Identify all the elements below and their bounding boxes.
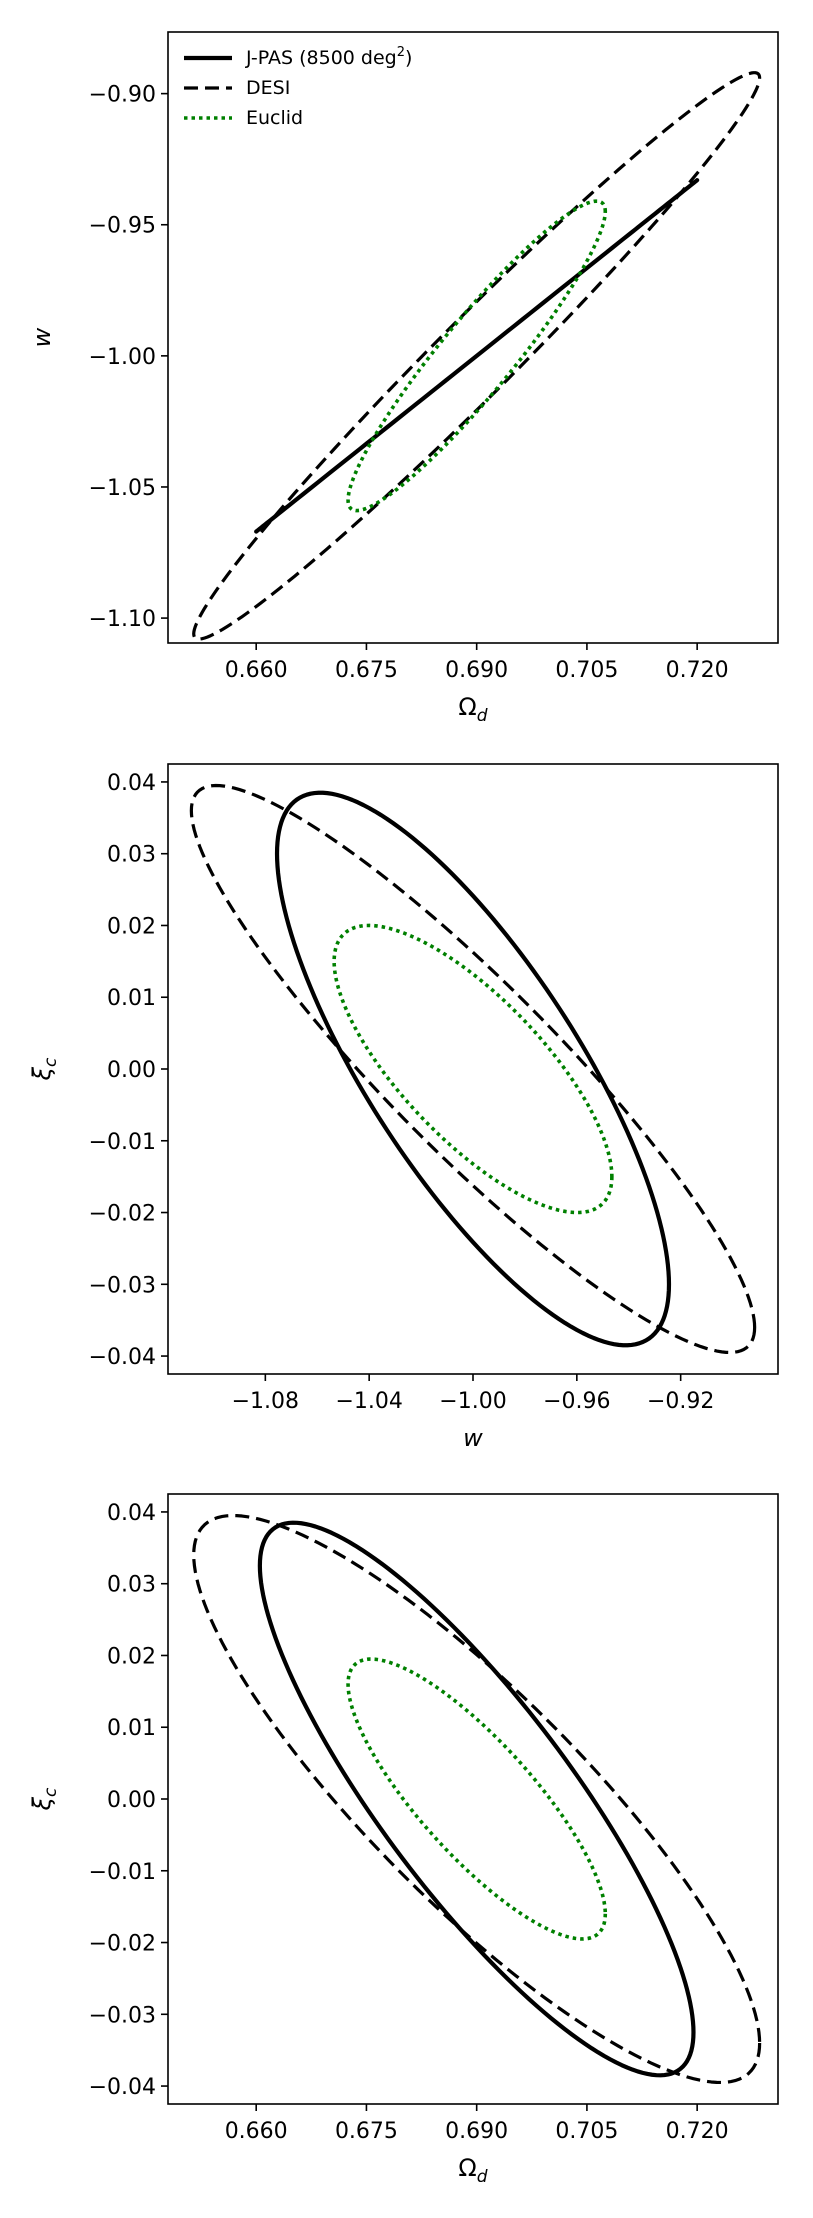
plot-frame	[167, 31, 779, 644]
y-axis-label: w	[28, 327, 56, 347]
x-axis-label: Ωd	[458, 693, 487, 726]
y-tick-label: −0.02	[89, 1202, 156, 1227]
x-tick-label: 0.675	[335, 658, 398, 683]
y-axis-label: ξc	[28, 1787, 61, 1811]
contour-dashed-3	[192, 1513, 762, 2085]
contour-dotted-3	[346, 1657, 608, 1941]
legend-label: Euclid	[246, 107, 303, 129]
y-tick-label: −1.00	[89, 345, 156, 370]
y-tick-label: 0.02	[107, 1644, 156, 1669]
y-tick-label: 0.01	[107, 1716, 156, 1741]
contour-dashed-1	[192, 71, 762, 641]
x-tick-label: 0.690	[445, 658, 508, 683]
y-tick-label: −1.10	[89, 607, 156, 632]
x-tick-label: −1.08	[232, 1389, 299, 1414]
y-tick-label: 0.02	[107, 914, 156, 939]
contour-solid-3	[257, 1520, 696, 2078]
x-tick-label: 0.675	[335, 2119, 398, 2144]
legend: J-PAS (8500 deg2) DESI Euclid	[184, 45, 412, 129]
y-tick-label: −0.01	[89, 1860, 156, 1885]
y-tick-label: 0.03	[107, 843, 156, 868]
y-tick-label: 0.04	[107, 771, 156, 796]
x-tick-label: 0.705	[555, 658, 618, 683]
panel-1: 0.660 0.675 0.690 0.705 0.720 −0.90 −0.95 −1.00…	[28, 31, 779, 726]
x-tick-label: −1.00	[439, 1389, 506, 1414]
y-tick-label: −0.95	[89, 214, 156, 239]
contour-dashed-2	[189, 783, 757, 1355]
y-tick-label: 0.00	[107, 1058, 156, 1083]
y-tick-label: −0.04	[89, 1345, 156, 1370]
y-tick-label: −0.90	[89, 83, 156, 108]
y-tick-label: 0.01	[107, 986, 156, 1011]
y-axis-label: ξc	[28, 1057, 61, 1081]
y-tick-label: −0.02	[89, 1932, 156, 1957]
y-tick-label: −0.01	[89, 1130, 156, 1155]
plot-frame	[167, 763, 779, 1375]
x-tick-label: 0.690	[445, 2119, 508, 2144]
x-tick-label: 0.660	[225, 658, 288, 683]
panel-2: −1.08 −1.04 −1.00 −0.96 −0.92 0.04 0.03 0.02 0.0…	[28, 763, 779, 1452]
x-tick-label: 0.705	[555, 2119, 618, 2144]
x-tick-label: −0.96	[543, 1389, 610, 1414]
x-axis-label: Ωd	[458, 2154, 487, 2187]
contour-solid-2	[274, 790, 672, 1348]
x-tick-label: 0.720	[666, 2119, 729, 2144]
panel-3: 0.660 0.675 0.690 0.705 0.720 0.04 0.03 0.02 0.0…	[28, 1493, 779, 2187]
x-tick-label: −1.04	[335, 1389, 402, 1414]
contour-dotted-1	[346, 199, 608, 513]
x-tick-label: 0.660	[225, 2119, 288, 2144]
legend-label: J-PAS (8500 deg2)	[245, 45, 412, 69]
x-tick-label: −0.92	[647, 1389, 714, 1414]
contour-dotted-2	[332, 923, 614, 1215]
y-tick-label: 0.03	[107, 1573, 156, 1598]
y-tick-label: −0.04	[89, 2075, 156, 2100]
y-tick-label: −0.03	[89, 1273, 156, 1298]
y-tick-label: 0.00	[107, 1788, 156, 1813]
y-tick-label: 0.04	[107, 1501, 156, 1526]
y-tick-label: −1.05	[89, 476, 156, 501]
x-tick-label: 0.720	[666, 658, 729, 683]
legend-label: DESI	[246, 77, 290, 99]
y-tick-label: −0.03	[89, 2003, 156, 2028]
contour-solid-1	[254, 178, 700, 534]
x-axis-label: w	[463, 1424, 483, 1452]
plot-frame	[167, 1493, 779, 2105]
